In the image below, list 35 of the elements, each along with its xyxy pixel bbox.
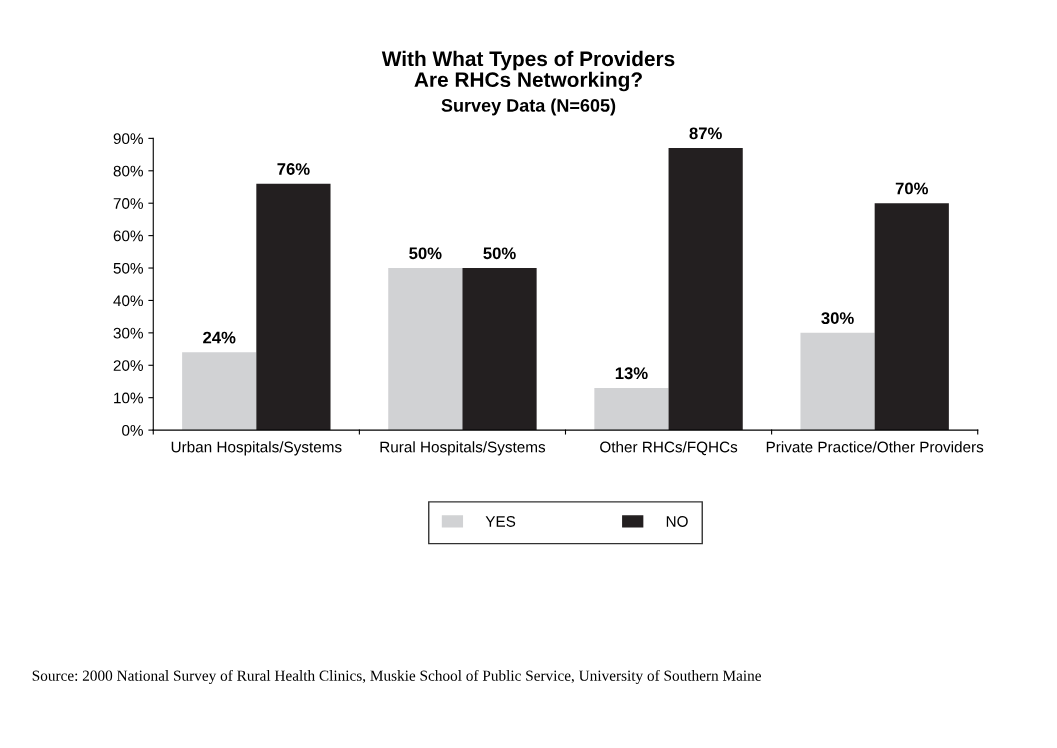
text: 24% bbox=[203, 331, 236, 344]
chart-subtitle: Survey Data (N=605) bbox=[441, 98, 616, 116]
y-tick-label: 0% bbox=[122, 424, 143, 436]
x-tick-label: Other RHCs/FQHCs bbox=[600, 441, 738, 456]
y-tick-label: 10% bbox=[114, 392, 143, 404]
chart-title: With What Types of Providers Are RHCs Networking? bbox=[381, 50, 675, 92]
text: 30% bbox=[821, 312, 854, 325]
bar bbox=[668, 148, 743, 431]
y-tick-label: 50% bbox=[113, 262, 143, 274]
text: 13% bbox=[615, 367, 648, 380]
bar bbox=[800, 332, 875, 431]
x-tick-label: Rural Hospitals/Systems bbox=[380, 441, 546, 456]
bar bbox=[182, 352, 257, 431]
bar bbox=[388, 268, 463, 431]
source-note: Source: 2000 National Survey of Rural Health Clinics, Muskie School of Public Service, University of Southern Maine bbox=[32, 669, 761, 684]
y-tick-label: 80% bbox=[113, 165, 143, 177]
x-tick-label: Urban Hospitals/Systems bbox=[171, 441, 342, 456]
bar bbox=[874, 203, 949, 431]
y-tick-label: 70% bbox=[113, 198, 143, 209]
bar bbox=[462, 268, 537, 431]
text: 70% bbox=[895, 182, 929, 195]
text: 50% bbox=[409, 247, 442, 260]
legend-label: YES bbox=[485, 516, 516, 527]
legend-label: NO bbox=[666, 516, 688, 527]
y-tick-label: 40% bbox=[113, 295, 143, 307]
y-tick-label: 30% bbox=[113, 327, 143, 339]
text: 76% bbox=[277, 163, 310, 175]
text: 87% bbox=[689, 127, 722, 140]
text: 50% bbox=[483, 247, 516, 260]
bar bbox=[256, 183, 331, 431]
bar bbox=[594, 387, 669, 431]
y-tick-label: 90% bbox=[113, 133, 143, 145]
y-tick-label: 60% bbox=[113, 230, 143, 242]
x-tick-label: Private Practice/Other Providers bbox=[766, 441, 984, 453]
y-tick-label: 20% bbox=[113, 360, 143, 371]
